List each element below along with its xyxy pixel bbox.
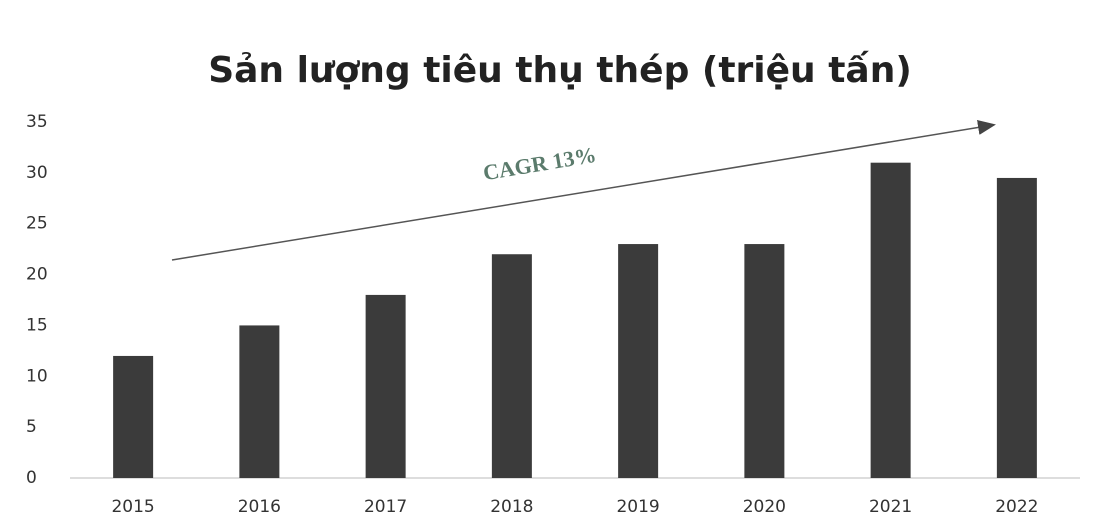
y-tick-label: 0: [26, 468, 37, 488]
bar: [744, 244, 785, 478]
y-tick-label: 20: [26, 265, 48, 285]
x-tick-label: 2018: [490, 497, 533, 517]
bar: [113, 355, 154, 478]
x-tick-label: 2022: [995, 497, 1038, 517]
bar: [239, 325, 280, 478]
bar: [491, 254, 532, 478]
bar: [996, 177, 1037, 478]
x-tick-label: 2015: [111, 497, 154, 517]
x-tick-label: 2016: [238, 497, 281, 517]
x-tick-label: 2020: [743, 497, 786, 517]
trend-arrow: [171, 120, 996, 261]
bar: [618, 244, 659, 478]
y-tick-label: 5: [26, 417, 37, 437]
y-tick-label: 25: [26, 214, 48, 234]
y-tick-label: 35: [26, 112, 48, 132]
y-tick-label: 10: [26, 366, 48, 386]
annotation: CAGR 13%: [481, 142, 598, 186]
x-tick-label: 2017: [364, 497, 407, 517]
x-tick-label: 2021: [869, 497, 912, 517]
bar: [365, 294, 406, 478]
chart-title: Sản lượng tiêu thụ thép (triệu tấn): [208, 50, 912, 91]
x-tick-label: 2019: [616, 497, 659, 517]
bar: [870, 162, 911, 478]
y-tick-label: 15: [26, 315, 48, 335]
y-tick-label: 30: [26, 163, 48, 183]
